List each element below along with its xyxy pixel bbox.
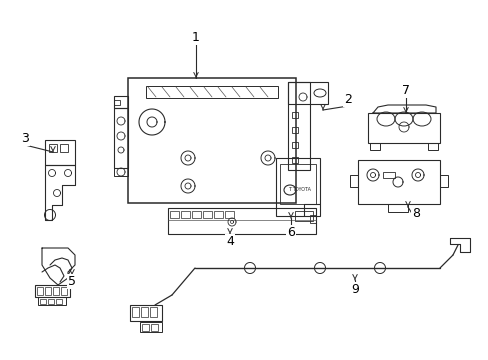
Text: 4: 4 <box>225 235 233 248</box>
Bar <box>349 175 357 187</box>
Bar <box>214 211 223 218</box>
Bar <box>369 143 379 150</box>
Bar <box>140 322 162 332</box>
Bar <box>37 287 43 295</box>
Bar <box>114 96 128 108</box>
Bar <box>287 82 309 170</box>
Bar <box>280 164 315 204</box>
Text: 5: 5 <box>68 275 76 288</box>
Bar <box>35 285 70 297</box>
Bar <box>142 324 149 331</box>
Bar <box>427 143 437 150</box>
Bar <box>48 299 54 304</box>
Text: 6: 6 <box>286 226 294 239</box>
Bar <box>141 307 148 317</box>
Bar <box>291 112 297 118</box>
Bar <box>151 324 158 331</box>
Bar <box>130 305 162 321</box>
Bar <box>367 113 439 143</box>
Bar <box>114 168 128 176</box>
Bar <box>382 172 394 178</box>
Bar <box>45 287 51 295</box>
Bar <box>114 100 120 105</box>
Bar <box>439 175 447 187</box>
Bar <box>132 307 139 317</box>
Bar <box>291 142 297 148</box>
Bar <box>275 158 319 216</box>
Bar <box>53 287 59 295</box>
Bar <box>224 211 234 218</box>
Text: 3: 3 <box>21 132 29 145</box>
Bar <box>170 211 179 218</box>
Bar <box>60 144 68 152</box>
Text: 8: 8 <box>411 207 419 220</box>
Bar <box>114 108 128 168</box>
Bar <box>291 157 297 163</box>
Text: TOYOTA: TOYOTA <box>292 188 311 193</box>
Text: 9: 9 <box>350 283 358 296</box>
Bar <box>61 287 67 295</box>
Bar <box>203 211 212 218</box>
Bar <box>40 299 46 304</box>
Bar <box>294 211 312 221</box>
Bar <box>387 204 407 212</box>
Text: 1: 1 <box>192 31 200 44</box>
Bar <box>287 82 327 104</box>
Bar <box>128 78 295 203</box>
Bar <box>192 211 201 218</box>
Bar <box>309 215 315 223</box>
Bar <box>150 307 157 317</box>
Bar <box>49 144 57 152</box>
Bar <box>168 208 315 234</box>
Text: 7: 7 <box>401 84 409 97</box>
Bar <box>38 297 66 305</box>
Bar <box>45 140 75 165</box>
Bar <box>146 86 278 98</box>
Bar <box>291 127 297 133</box>
Bar <box>357 160 439 204</box>
Text: T: T <box>288 188 291 193</box>
Text: 2: 2 <box>344 93 351 106</box>
Bar <box>56 299 62 304</box>
Bar <box>181 211 190 218</box>
